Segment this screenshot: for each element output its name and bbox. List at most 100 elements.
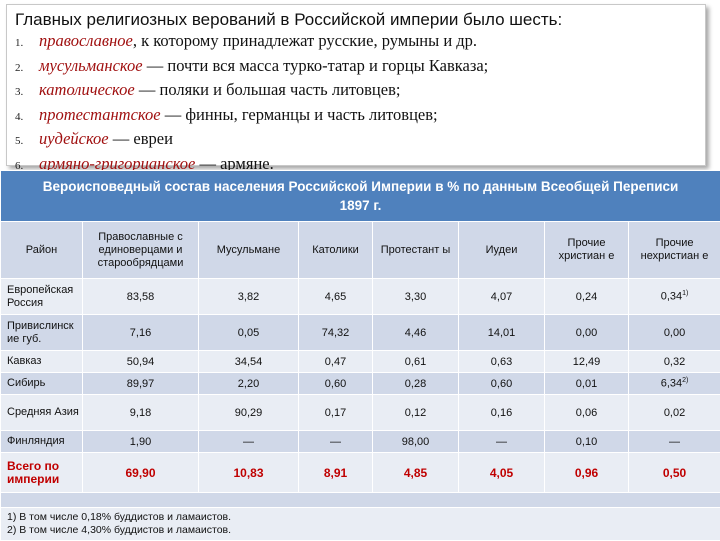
value-cell: 9,18: [83, 395, 199, 431]
list-item: 3.католическое — поляки и большая часть …: [15, 79, 697, 104]
total-label: Всего по империи: [1, 453, 83, 493]
value-cell: —: [199, 431, 299, 453]
value-text: 0,60: [491, 378, 512, 390]
value-text: 4,65: [325, 291, 346, 303]
religion-name: мусульманское: [39, 56, 143, 75]
region-cell: Европейская Россия: [1, 279, 83, 315]
value-cell: —: [629, 431, 720, 453]
value-text: 14,01: [488, 327, 516, 339]
value-cell: 3,82: [199, 279, 299, 315]
religion-name: католическое: [39, 80, 135, 99]
value-cell: 0,16: [459, 395, 545, 431]
value-text: 0,12: [405, 407, 426, 419]
value-cell: 0,24: [545, 279, 629, 315]
value-text: 6,34: [661, 378, 682, 390]
value-cell: —: [299, 431, 373, 453]
value-text: 0,32: [664, 356, 685, 368]
footnote: 1) В том числе 0,18% буддистов и ламаист…: [7, 511, 714, 524]
footnotes-cell: 1) В том числе 0,18% буддистов и ламаист…: [1, 508, 720, 541]
value-cell: 0,28: [373, 373, 459, 395]
table-caption: Вероисповедный состав населения Российск…: [1, 171, 720, 222]
item-text: , к которому принадлежат русские, румыны…: [133, 31, 477, 50]
value-text: 0,00: [576, 327, 597, 339]
value-text: —: [330, 436, 341, 448]
item-text: — финны, германцы и часть литовцев;: [161, 105, 438, 124]
spacer-cell: [1, 493, 720, 508]
footnote-marker: 1): [682, 290, 688, 297]
item-number: 3.: [15, 82, 39, 104]
value-text: 0,05: [238, 327, 259, 339]
value-cell: 4,07: [459, 279, 545, 315]
column-header: Район: [1, 222, 83, 279]
census-table: Вероисповедный состав населения Российск…: [0, 170, 720, 541]
religion-name: иудейское: [39, 129, 109, 148]
total-value: 0,96: [545, 453, 629, 493]
value-cell: 0,60: [459, 373, 545, 395]
value-text: 0,61: [405, 356, 426, 368]
item-text: — почти вся масса турко-татар и горцы Ка…: [143, 56, 489, 75]
value-text: 0,24: [576, 291, 597, 303]
religion-name: православное: [39, 31, 133, 50]
value-cell: 6,342): [629, 373, 720, 395]
footnote-marker: 2): [682, 377, 688, 384]
value-cell: 83,58: [83, 279, 199, 315]
value-text: 4,07: [491, 291, 512, 303]
total-value: 4,85: [373, 453, 459, 493]
item-text: — евреи: [109, 129, 173, 148]
region-cell: Кавказ: [1, 351, 83, 373]
value-text: 4,46: [405, 327, 426, 339]
value-text: 0,60: [325, 378, 346, 390]
value-text: —: [243, 436, 254, 448]
item-text: — поляки и большая часть литовцев;: [135, 80, 401, 99]
value-text: 90,29: [235, 407, 263, 419]
value-text: 3,82: [238, 291, 259, 303]
value-cell: 12,49: [545, 351, 629, 373]
value-cell: 14,01: [459, 315, 545, 351]
intro-box: Главных религиозных верований в Российск…: [6, 4, 706, 166]
total-value: 10,83: [199, 453, 299, 493]
total-value: 8,91: [299, 453, 373, 493]
value-cell: 34,54: [199, 351, 299, 373]
column-header: Мусульмане: [199, 222, 299, 279]
region-cell: Средняя Азия: [1, 395, 83, 431]
value-cell: 0,63: [459, 351, 545, 373]
value-text: 0,06: [576, 407, 597, 419]
value-text: 0,28: [405, 378, 426, 390]
value-cell: 74,32: [299, 315, 373, 351]
value-cell: 0,10: [545, 431, 629, 453]
value-cell: 0,61: [373, 351, 459, 373]
value-cell: 50,94: [83, 351, 199, 373]
value-cell: 0,341): [629, 279, 720, 315]
column-header: Протестант ы: [373, 222, 459, 279]
value-text: 0,47: [325, 356, 346, 368]
value-text: 0,16: [491, 407, 512, 419]
value-cell: 7,16: [83, 315, 199, 351]
value-text: 0,02: [664, 407, 685, 419]
value-text: 98,00: [402, 436, 430, 448]
column-header: Прочие христиан е: [545, 222, 629, 279]
footnotes-row: 1) В том числе 0,18% буддистов и ламаист…: [1, 508, 720, 541]
value-text: 83,58: [127, 291, 155, 303]
list-item: 2.мусульманское — почти вся масса турко-…: [15, 55, 697, 80]
value-cell: 90,29: [199, 395, 299, 431]
value-text: 0,17: [325, 407, 346, 419]
value-cell: 1,90: [83, 431, 199, 453]
list-item: 4.протестантское — финны, германцы и час…: [15, 104, 697, 129]
value-cell: 4,65: [299, 279, 373, 315]
value-cell: 0,02: [629, 395, 720, 431]
value-text: 2,20: [238, 378, 259, 390]
value-text: 0,01: [576, 378, 597, 390]
value-text: 0,63: [491, 356, 512, 368]
item-number: 1.: [15, 33, 39, 55]
value-text: —: [496, 436, 507, 448]
column-header: Иудеи: [459, 222, 545, 279]
value-text: —: [669, 436, 680, 448]
footnote: 2) В том числе 4,30% буддистов и ламаист…: [7, 524, 714, 537]
value-cell: 0,12: [373, 395, 459, 431]
